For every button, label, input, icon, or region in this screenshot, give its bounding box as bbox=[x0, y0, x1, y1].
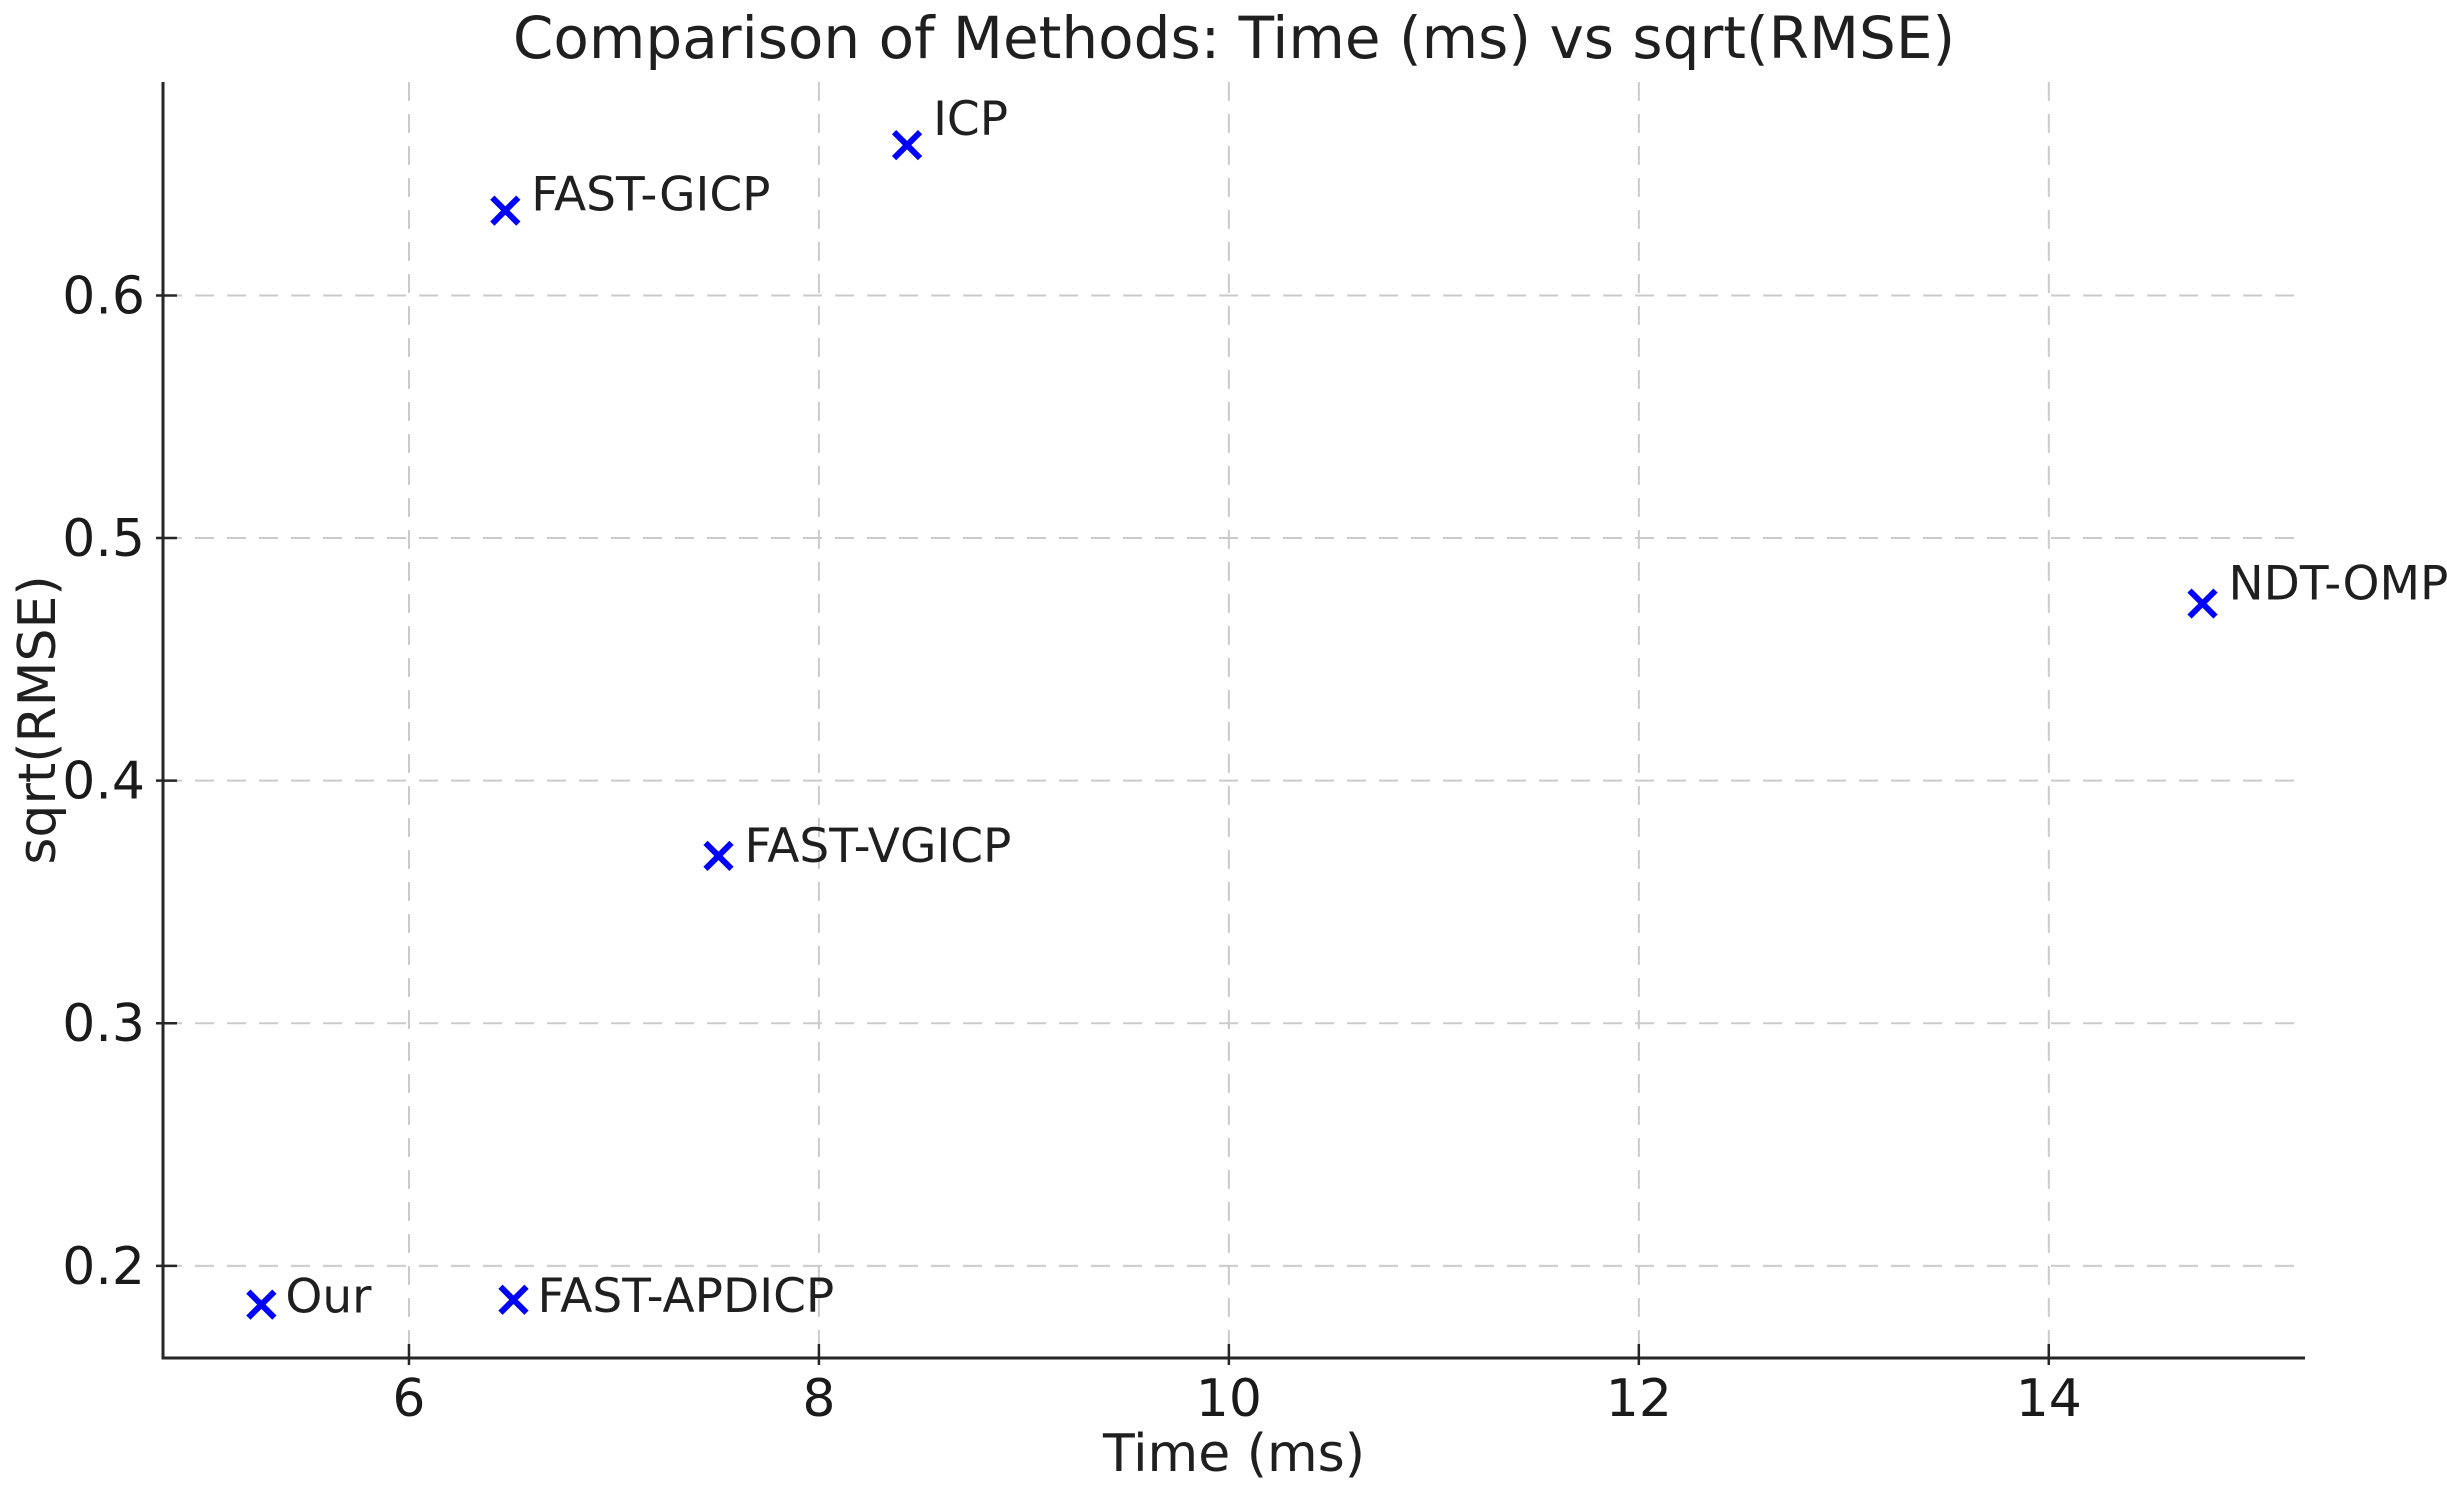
x-axis-label: Time (ms) bbox=[1102, 1424, 1366, 1484]
data-point-marker bbox=[2187, 588, 2218, 619]
x-tick-label: 8 bbox=[802, 1369, 835, 1429]
data-point-marker bbox=[490, 195, 521, 226]
x-tick-label: 14 bbox=[2016, 1369, 2082, 1429]
y-tick-label: 0.6 bbox=[62, 266, 145, 326]
data-point-marker bbox=[498, 1284, 529, 1315]
y-axis-label: sqrt(RMSE) bbox=[8, 575, 68, 865]
y-tick-label: 0.2 bbox=[62, 1237, 145, 1297]
data-point-marker bbox=[246, 1289, 277, 1320]
data-point-label: FAST-VGICP bbox=[744, 819, 1011, 874]
y-tick-label: 0.3 bbox=[62, 994, 145, 1054]
y-tick-label: 0.4 bbox=[62, 752, 145, 812]
data-point-marker bbox=[891, 129, 923, 161]
data-point-label: NDT-OMP bbox=[2229, 557, 2447, 612]
x-tick-label: 6 bbox=[392, 1369, 425, 1429]
x-tick-label: 12 bbox=[1606, 1369, 1672, 1429]
data-point-label: FAST-GICP bbox=[531, 168, 770, 223]
chart-title: Comparison of Methods: Time (ms) vs sqrt… bbox=[512, 4, 1956, 72]
data-point-label: FAST-APDICP bbox=[538, 1269, 835, 1324]
data-point-marker bbox=[703, 840, 734, 871]
data-point-label: Our bbox=[285, 1270, 372, 1325]
y-tick-label: 0.5 bbox=[62, 509, 145, 569]
data-point-label: ICP bbox=[933, 92, 1008, 147]
x-tick-label: 10 bbox=[1196, 1369, 1262, 1429]
